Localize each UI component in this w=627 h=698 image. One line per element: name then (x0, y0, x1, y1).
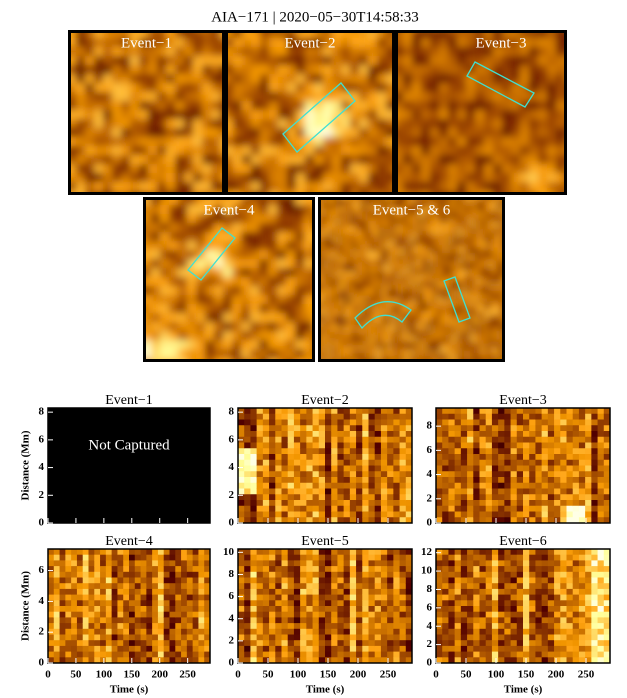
y-tick-label: 2 (229, 634, 235, 646)
x-tick-label: 100 (488, 669, 505, 681)
plot-title: Event−1 (105, 393, 153, 408)
panel-label: Event−2 (285, 35, 336, 51)
y-tick-label: 0 (229, 657, 235, 669)
y-tick-label: 0 (427, 657, 433, 669)
x-tick-label: 250 (179, 669, 196, 681)
y-tick-label: 10 (421, 565, 433, 577)
figure: Event−1Event−2Event−3Event−4Event−5 & 6 … (0, 0, 627, 698)
panel-label: Event−3 (476, 35, 527, 51)
x-tick-label: 150 (124, 669, 141, 681)
y-tick-label: 6 (427, 444, 433, 456)
plot-title: Event−3 (499, 393, 547, 408)
y-tick-label: 0 (39, 657, 45, 669)
y-tick-label: 2 (229, 489, 235, 501)
plot-title: Event−5 (301, 534, 349, 549)
x-tick-label: 200 (151, 669, 168, 681)
y-tick-label: 6 (39, 564, 45, 576)
x-tick-label: 50 (263, 669, 275, 681)
y-tick-label: 8 (427, 583, 433, 595)
y-tick-label: 6 (39, 433, 45, 445)
x-axis-label: Time (s) (306, 684, 345, 696)
x-tick-label: 200 (350, 669, 367, 681)
x-tick-label: 200 (548, 669, 565, 681)
plot-title: Event−2 (301, 393, 349, 408)
y-tick-label: 0 (229, 517, 235, 529)
time-distance-plot: 0246810050100150200250Event−5Time (s) (223, 534, 413, 695)
panel-label: Event−1 (121, 35, 172, 51)
y-tick-label: 0 (427, 517, 433, 529)
time-distance-plot: Not Captured 0 2 4 6 8 Event−1 Distance (Mm) (20, 393, 210, 528)
y-tick-label: 2 (427, 492, 433, 504)
y-tick-label: 8 (229, 568, 235, 580)
annotation: Not Captured (88, 437, 170, 453)
y-tick-label: 12 (421, 546, 433, 558)
time-distance-plot: 0 2 4 6 8 10 12 0 50 100 150 200 250 Event−6 Time (s) (421, 534, 611, 695)
y-axis-label: Distance (Mm) (20, 430, 32, 500)
x-tick-label: 50 (461, 669, 473, 681)
y-tick-label: 8 (427, 420, 433, 432)
x-axis-label: Time (s) (504, 684, 543, 696)
y-tick-label: 10 (223, 546, 235, 558)
y-tick-label: 8 (39, 406, 45, 418)
y-tick-label: 0 (39, 517, 45, 529)
x-tick-label: 250 (578, 669, 595, 681)
image (48, 408, 210, 523)
y-tick-label: 2 (39, 626, 45, 638)
y-tick-label: 4 (229, 612, 235, 624)
y-tick-label: 4 (229, 461, 235, 473)
figure-title: AIA−171 | 2020−05−30T14:58:33 (211, 9, 419, 25)
y-tick-label: 4 (427, 620, 433, 632)
x-tick-label: 150 (320, 669, 337, 681)
y-tick-label: 6 (229, 590, 235, 602)
x-tick-label: 0 (45, 669, 51, 681)
x-tick-label: 150 (518, 669, 535, 681)
panel-label: Event−5 & 6 (373, 202, 451, 218)
y-tick-label: 6 (229, 433, 235, 445)
x-tick-label: 50 (70, 669, 82, 681)
y-tick-label: 2 (427, 638, 433, 650)
x-tick-label: 100 (96, 669, 113, 681)
x-tick-label: 100 (290, 669, 307, 681)
time-distance-plot: 0 2 4 6 0 50 100 150 200 250 Event−4 Distance (Mm) T… (20, 534, 211, 695)
y-tick-label: 4 (39, 595, 45, 607)
x-axis-label: Time (s) (110, 684, 149, 696)
time-distance-plot: 0 2 4 6 8 Event−3 (427, 393, 611, 528)
x-tick-label: 0 (433, 669, 439, 681)
y-tick-label: 4 (427, 468, 433, 480)
y-tick-label: 4 (39, 461, 45, 473)
y-tick-label: 2 (39, 489, 45, 501)
y-tick-label: 8 (229, 406, 235, 418)
y-axis-label: Distance (Mm) (20, 571, 32, 641)
plot-title: Event−6 (499, 534, 547, 549)
x-tick-label: 0 (235, 669, 241, 681)
x-tick-label: 250 (380, 669, 397, 681)
y-tick-label: 6 (427, 601, 433, 613)
plot-title: Event−4 (105, 534, 153, 549)
time-distance-plot: 0 2 4 6 8 Event−2 (229, 393, 413, 528)
panel-label: Event−4 (204, 202, 255, 218)
